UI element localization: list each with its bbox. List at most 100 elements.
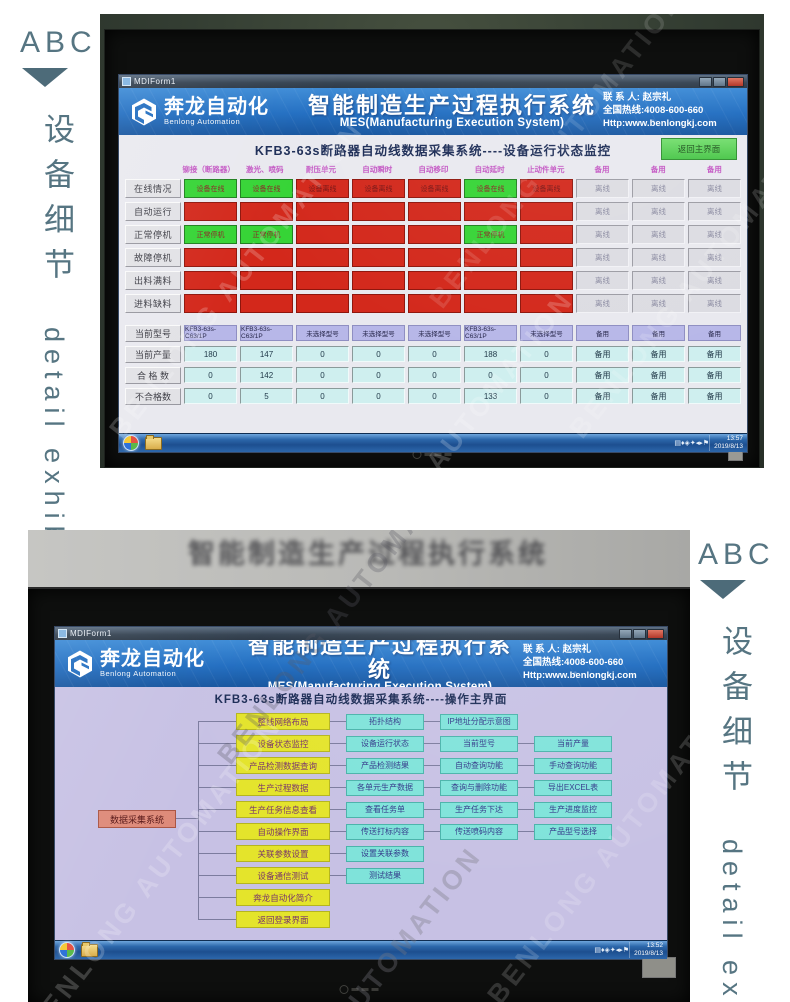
status-cell: 设备离线	[296, 179, 349, 198]
tree-row: 自动操作界面 传送打标内容 传送喷码内容 产品型号选择	[198, 821, 667, 842]
tree-node-child[interactable]: 传送喷码内容	[440, 823, 518, 840]
tree-node-main[interactable]: 设备状态监控	[236, 735, 330, 752]
tree-connector-line	[330, 787, 346, 788]
value-cell: 0	[464, 367, 517, 383]
status-cell: 离线	[576, 225, 629, 244]
tree-node-child[interactable]: 设备运行状态	[346, 735, 424, 752]
tree-node-child[interactable]: 测试结果	[346, 867, 424, 884]
clock-time: 13:52	[646, 941, 663, 949]
system-tray-icons[interactable]: ▤♦◈✦◂▸⚑	[594, 947, 630, 954]
tree-connector-line	[518, 765, 534, 766]
status-cell: 正常停机	[240, 225, 293, 244]
maximize-button[interactable]	[633, 628, 646, 639]
status-cell: 设备在线	[184, 179, 237, 198]
tree-node-child[interactable]: IP地址分配示意图	[440, 713, 518, 730]
status-cell	[464, 202, 517, 221]
status-cell: 离线	[688, 225, 741, 244]
minimize-button[interactable]	[699, 76, 712, 87]
tree-node-child[interactable]: 自动查询功能	[440, 757, 518, 774]
tree-node-main[interactable]: 奔龙自动化简介	[236, 889, 330, 906]
row-label: 进料缺料	[125, 294, 181, 313]
monitor-brand-logo	[339, 985, 379, 994]
start-button[interactable]	[59, 942, 75, 958]
contact-hotline: 全国热线:4008-600-660	[603, 105, 704, 117]
value-cell: 0	[408, 388, 461, 404]
status-cell: 设备在线	[240, 179, 293, 198]
tree-row: 关联参数设置 设置关联参数	[198, 843, 667, 864]
tree-node-child[interactable]: 产品型号选择	[534, 823, 612, 840]
monitor-bezel: MDIForm1 奔龙	[104, 29, 760, 468]
tree-node-main[interactable]: 整线网络布局	[236, 713, 330, 730]
tree-node-child[interactable]: 当前产量	[534, 735, 612, 752]
tree-node-main[interactable]: 自动操作界面	[236, 823, 330, 840]
explorer-taskbar-icon[interactable]	[145, 434, 162, 450]
value-row: 当前型号 KFB3-63s-C63/1P KFB3-63s-C63/1P 未选择型号未…	[125, 324, 741, 342]
tree-node-main[interactable]: 返回登录界面	[236, 911, 330, 928]
status-cell	[464, 271, 517, 290]
system-tray-icons[interactable]: ▤♦◈✦◂▸⚑	[674, 440, 710, 447]
value-cell: 未选择型号	[408, 325, 461, 341]
row-label: 合 格 数	[125, 366, 181, 384]
tree-connector-line	[424, 809, 440, 810]
monitor-bezel: MDIForm1 奔龙	[28, 587, 690, 1002]
explorer-taskbar-icon[interactable]	[81, 941, 98, 957]
taskbar-clock[interactable]: 13:57 2019/8/13	[709, 434, 743, 452]
status-cell: 离线	[632, 248, 685, 267]
tree-node-child[interactable]: 各单元生产数据	[346, 779, 424, 796]
status-cell: 离线	[688, 294, 741, 313]
status-cell: 离线	[576, 271, 629, 290]
status-cell: 离线	[688, 179, 741, 198]
value-cell: 0	[520, 346, 573, 362]
taskbar: ▤♦◈✦◂▸⚑ 13:52 2019/8/13	[55, 940, 667, 959]
tree-node-child[interactable]: 查看任务单	[346, 801, 424, 818]
tree-node-main[interactable]: 产品检测数据查询	[236, 757, 330, 774]
tree-node-child[interactable]: 当前型号	[440, 735, 518, 752]
status-cell	[408, 271, 461, 290]
tree-node-main[interactable]: 生产任务信息查看	[236, 801, 330, 818]
tree-node-child[interactable]: 传送打标内容	[346, 823, 424, 840]
tree-node-child[interactable]: 产品检测结果	[346, 757, 424, 774]
tree-node-child[interactable]: 生产任务下达	[440, 801, 518, 818]
value-cell: 备用	[576, 346, 629, 362]
tree-node-main[interactable]: 设备通信测试	[236, 867, 330, 884]
row-label: 正常停机	[125, 225, 181, 244]
tree-node-child[interactable]: 查询与删除功能	[440, 779, 518, 796]
benlong-logo-icon	[132, 98, 156, 125]
close-button[interactable]	[647, 628, 664, 639]
company-name-zh: 奔龙自动化	[164, 96, 269, 118]
value-cell: 188	[464, 346, 517, 362]
value-cell: 备用	[632, 367, 685, 383]
tree-node-child[interactable]: 设置关联参数	[346, 845, 424, 862]
tree-node-child[interactable]: 手动查询功能	[534, 757, 612, 774]
tree-connector-line	[424, 765, 440, 766]
column-header: 备用	[594, 165, 610, 174]
tree-row: 返回登录界面	[198, 909, 667, 930]
taskbar-clock[interactable]: 13:52 2019/8/13	[629, 941, 663, 959]
tree-node-main[interactable]: 关联参数设置	[236, 845, 330, 862]
wall-background: 智能制造生产过程执行系统	[28, 530, 690, 587]
row-label: 在线情况	[125, 179, 181, 198]
tree-node-child[interactable]: 生产进度监控	[534, 801, 612, 818]
tree-node-child[interactable]: 拓扑结构	[346, 713, 424, 730]
tree-connector-line	[518, 831, 534, 832]
back-to-main-button[interactable]: 返回主界面	[661, 138, 737, 160]
photo-bottom: 智能制造生产过程执行系统 BENLONG AUTOMATION BENLONG …	[28, 530, 690, 1002]
value-cell: 备用	[688, 388, 741, 404]
minimize-button[interactable]	[619, 628, 632, 639]
close-button[interactable]	[727, 76, 744, 87]
status-cell	[240, 202, 293, 221]
column-header: 自动瞬时	[362, 165, 393, 174]
window-icon	[58, 629, 67, 638]
tree-row: 生产过程数据 各单元生产数据 查询与删除功能 导出EXCEL表	[198, 777, 667, 798]
status-cell: 设备离线	[520, 179, 573, 198]
status-cell: 正常停机	[184, 225, 237, 244]
tree-node-child[interactable]: 导出EXCEL表	[534, 779, 612, 796]
contact-name: 联 系 人: 赵宗礼	[523, 644, 592, 656]
benlong-logo-icon	[68, 650, 92, 677]
value-row: 当前产量 180 147 0 0 0 188 0 备用 备用 备用	[125, 345, 741, 363]
start-button[interactable]	[123, 435, 139, 451]
system-title-en: MES(Manufacturing Execution System)	[339, 117, 565, 130]
value-cell: 0	[184, 367, 237, 383]
maximize-button[interactable]	[713, 76, 726, 87]
tree-node-main[interactable]: 生产过程数据	[236, 779, 330, 796]
